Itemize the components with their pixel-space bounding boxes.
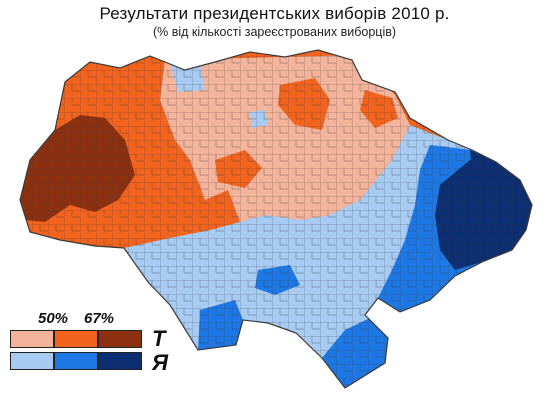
legend-threshold-67: 67% [84,310,115,327]
legend-letter-y: Я [152,350,169,375]
legend-swatch-t-low [10,330,54,348]
legend-swatch-t-high [98,330,142,348]
legend-threshold-50: 50% [38,310,69,327]
legend-swatch-y-mid [54,352,98,370]
watermark: 知乎 @zEG@瑞 [416,372,527,388]
legend-swatch-y-low [10,352,54,370]
legend-letter-t: Т [152,326,166,351]
map-subtitle: (% від кількості зареєстрованих виборців… [152,25,397,39]
legend-swatch-t-mid [54,330,98,348]
map-title: Результати президентських виборів 2010 р… [99,4,450,23]
legend-swatch-y-high [98,352,142,370]
